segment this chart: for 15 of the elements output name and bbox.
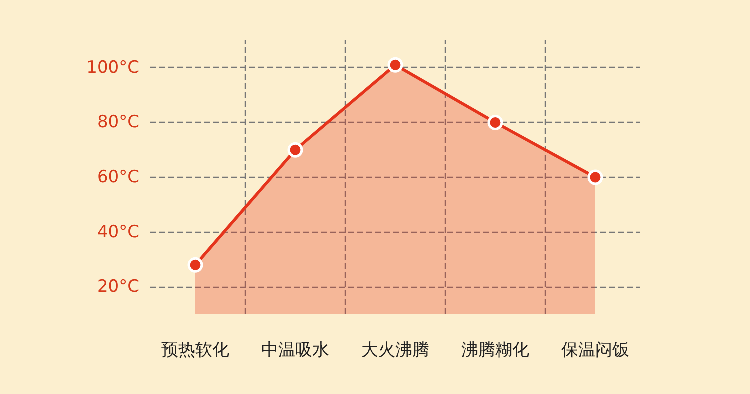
point xyxy=(188,257,204,273)
point xyxy=(388,57,404,73)
y-tick-label: 20°C xyxy=(98,277,140,298)
x-tick-label: 预热软化 xyxy=(162,340,230,360)
point xyxy=(588,170,604,186)
x-tick-label: 大火沸腾 xyxy=(362,340,430,360)
x-tick-label: 中温吸水 xyxy=(262,340,330,360)
x-tick-label: 保温闷饭 xyxy=(562,340,630,360)
y-tick-label: 40°C xyxy=(98,222,140,242)
point xyxy=(288,142,304,158)
point xyxy=(488,114,504,130)
y-tick-label: 80°C xyxy=(98,112,140,133)
y-tick-label: 60°C xyxy=(98,168,140,188)
y-tick-label: 100°C xyxy=(86,58,140,78)
x-tick-label: 沸腾糊化 xyxy=(462,340,530,360)
